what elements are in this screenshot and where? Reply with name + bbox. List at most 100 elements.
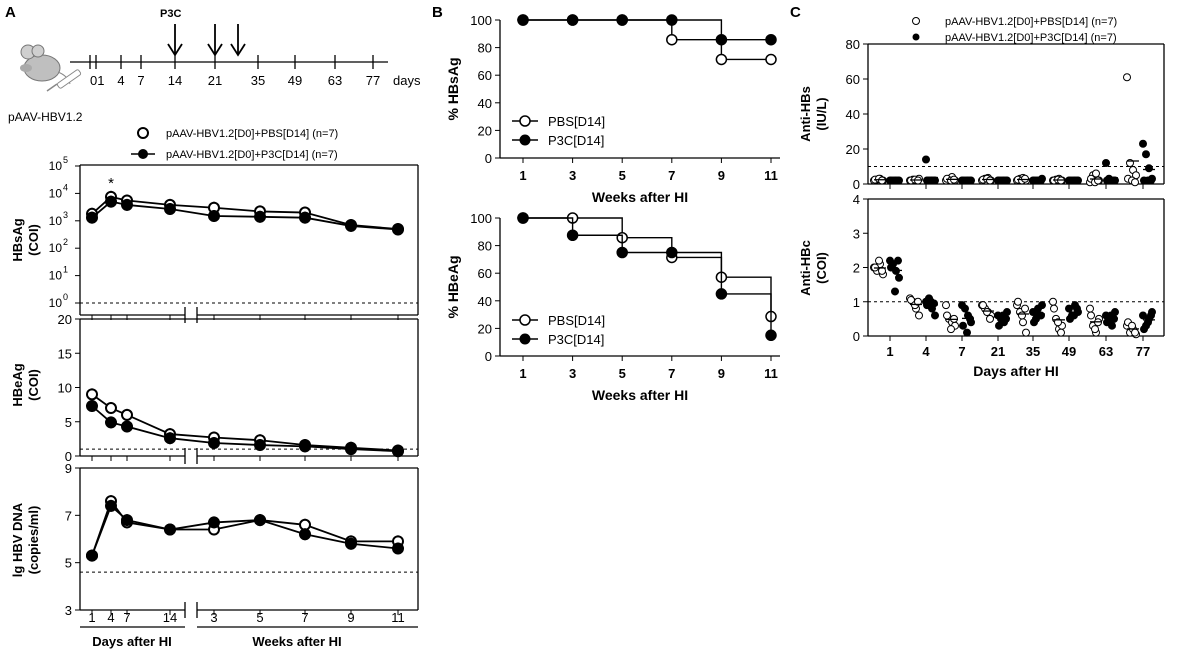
- km-hbeag-xtick-label: 5: [619, 366, 626, 381]
- km-hbeag-ytick-label: 60: [478, 266, 492, 281]
- legend-c: pAAV-HBV1.2[D0]+PBS[D14] (n=7) pAAV-HBV1…: [912, 16, 1117, 44]
- anti-hbc-tick-label: 0: [853, 329, 860, 344]
- km-hbeag-legend-pbs-marker: [519, 314, 531, 326]
- anti-hbs-tick-label: 0: [853, 177, 860, 192]
- timeline-day-label: 35: [251, 73, 265, 88]
- anti-hbs-dot: [1110, 176, 1118, 185]
- hbsag-point: [254, 210, 266, 223]
- days-tick-label: 4: [107, 610, 114, 625]
- km-hbeag-point: [765, 329, 777, 342]
- hbsag-point: [86, 211, 98, 224]
- anti-hbc-dot: [914, 297, 922, 306]
- km-hbeag-ytick-label: 0: [485, 349, 492, 364]
- weeks-axis-label: Weeks after HI: [252, 634, 341, 649]
- anti-hbs-dot: [986, 176, 994, 185]
- anti-hbc-dot: [963, 328, 971, 337]
- hbeag-tick-label: 10: [58, 381, 72, 396]
- dna-tick-label: 5: [65, 556, 72, 571]
- syringe-icon: [46, 69, 82, 92]
- km-hbsag-xlabel: Weeks after HI: [592, 189, 688, 205]
- anti-hbs-ylabel-unit: (IU/L): [814, 97, 829, 130]
- hbsag-tick-exponent: 2: [63, 237, 68, 247]
- km-hbsag-point: [666, 14, 678, 26]
- km-hbeag-ytick-label: 40: [478, 294, 492, 309]
- hbsag-tick-exponent: 4: [63, 182, 68, 192]
- anti-hbc-dot: [895, 273, 903, 282]
- km-hbsag-ytick-label: 20: [478, 123, 492, 138]
- anti-hbc-dot: [961, 304, 969, 313]
- panel-label-b: B: [432, 4, 443, 21]
- km-hbeag-step-line-0: [523, 217, 772, 317]
- hbsag-tick-exponent: 5: [63, 155, 68, 165]
- weeks-tick-label: 11: [391, 610, 405, 625]
- significance-star: *: [211, 209, 217, 226]
- plasmid-label: pAAV-HBV1.2: [8, 110, 83, 124]
- panel-c-charts: 0 20 40 60 80 Anti-HBs (IU/L) 0 1 2 3 4 Anti-HBc (COI…: [798, 37, 1165, 379]
- anti-hbs-dot: [1123, 73, 1131, 82]
- anti-hbc-dot: [1022, 328, 1030, 337]
- legend-c-pbs-label: pAAV-HBV1.2[D0]+PBS[D14] (n=7): [945, 16, 1117, 28]
- hbeag-point: [105, 402, 117, 415]
- anti-hbc-dot: [894, 256, 902, 265]
- hbsag-tick-label: 10: [49, 186, 63, 200]
- panel-label-c: C: [790, 4, 801, 21]
- km-hbeag-legend-p3c-marker: [519, 333, 531, 345]
- km-hbeag-xtick-label: 11: [764, 366, 778, 381]
- km-hbeag-xtick-label: 9: [718, 366, 725, 381]
- dna-ylabel: lg HBV DNA: [10, 502, 25, 577]
- anti-hbc-dot: [1128, 321, 1136, 330]
- km-hbsag-ytick-label: 60: [478, 68, 492, 83]
- hbeag-tick-label: 5: [65, 415, 72, 430]
- km-hbeag-xtick-label: 3: [569, 366, 576, 381]
- km-hbsag-point: [517, 14, 529, 26]
- timeline-day-label: 77: [366, 73, 380, 88]
- hbeag-point: [208, 436, 220, 449]
- legend-a-pbs-label: pAAV-HBV1.2[D0]+PBS[D14] (n=7): [166, 128, 338, 140]
- anti-hbc-dot: [1050, 304, 1058, 313]
- km-hbsag-xtick-label: 11: [764, 168, 778, 183]
- hbeag-point: [392, 445, 404, 458]
- anti-hbc-dot: [1144, 318, 1152, 327]
- anti-hbc-xtick-label: 21: [991, 344, 1005, 359]
- anti-hbs-dot: [1139, 139, 1147, 148]
- dna-point: [299, 528, 311, 541]
- anti-hbc-tick-label: 1: [853, 295, 860, 310]
- treatment-label: P3C: [160, 8, 181, 20]
- anti-hbc-xtick-label: 49: [1062, 344, 1076, 359]
- anti-hbs-dot: [922, 155, 930, 164]
- anti-hbc-tick-label: 2: [853, 261, 860, 276]
- anti-hbc-xlabel: Days after HI: [973, 363, 1059, 379]
- anti-hbc-tick-label: 4: [853, 192, 860, 207]
- mouse-icon: [20, 44, 71, 85]
- dna-point: [392, 542, 404, 555]
- km-hbeag-ytick-label: 100: [470, 211, 492, 226]
- weeks-tick-label: 9: [347, 610, 354, 625]
- anti-hbc-dot: [983, 308, 991, 317]
- days-tick-label: 1: [88, 610, 95, 625]
- panel-b-charts: 0 20 40 60 80 100 1 3 5 7 9 11 Weeks after HI % HBsAg…: [445, 13, 780, 403]
- hbeag-tick-label: 15: [58, 346, 72, 361]
- hbsag-point: [345, 219, 357, 232]
- anti-hbc-ylabel-unit: (COI): [814, 252, 829, 284]
- weeks-tick-label: 5: [256, 610, 263, 625]
- anti-hbc-dot: [1057, 328, 1065, 337]
- dna-point: [345, 537, 357, 550]
- anti-hbs-tick-label: 40: [846, 107, 860, 122]
- hbeag-point: [86, 399, 98, 412]
- km-hbsag-ylabel: % HBsAg: [445, 57, 461, 120]
- weeks-tick-label: 3: [210, 610, 217, 625]
- anti-hbc-dot: [1030, 318, 1038, 327]
- anti-hbs-dot: [1147, 176, 1155, 185]
- km-hbeag-xlabel: Weeks after HI: [592, 387, 688, 403]
- anti-hbc-tick-label: 3: [853, 226, 860, 241]
- anti-hbc-xtick-label: 7: [958, 344, 965, 359]
- anti-hbc-dot: [1087, 311, 1095, 320]
- anti-hbs-tick-label: 20: [846, 142, 860, 157]
- anti-hbc-xtick-label: 1: [886, 344, 893, 359]
- anti-hbc-dot: [942, 301, 950, 310]
- timeline-day-label: 4: [117, 73, 124, 88]
- km-hbsag-point: [566, 14, 579, 26]
- km-hbsag-legend-pbs: PBS[D14]: [548, 114, 605, 129]
- days-tick-label: 7: [123, 610, 130, 625]
